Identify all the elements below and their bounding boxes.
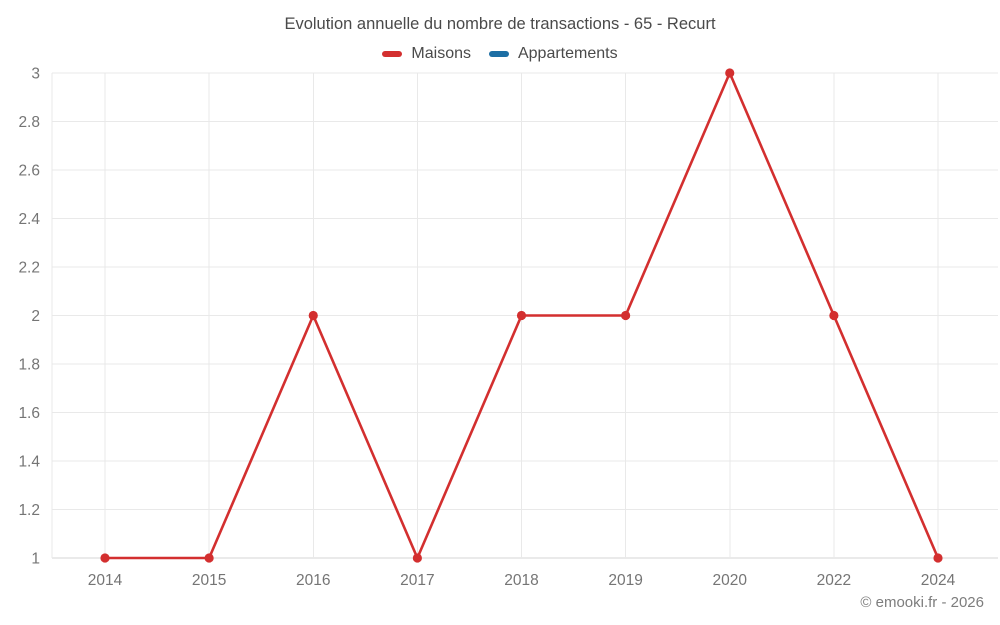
legend-label-appartements: Appartements: [517, 45, 618, 62]
data-point-maisons[interactable]: [308, 310, 318, 321]
legend-item-appartements[interactable]: Appartements: [488, 45, 618, 63]
y-tick-label: 2.8: [18, 114, 40, 131]
chart-title: Evolution annuelle du nombre de transact…: [284, 15, 716, 33]
x-tick-label: 2020: [713, 572, 748, 589]
x-tick-label: 2017: [400, 572, 434, 589]
data-point-maisons[interactable]: [829, 310, 839, 321]
data-point-maisons[interactable]: [725, 68, 735, 78]
data-point-maisons[interactable]: [204, 553, 214, 563]
legend: Maisons Appartements: [0, 45, 1000, 63]
x-tick-label: 2024: [921, 572, 956, 589]
data-point-maisons[interactable]: [621, 310, 631, 321]
y-tick-label: 3: [31, 66, 40, 83]
x-tick-label: 2019: [608, 572, 642, 589]
y-tick-label: 2.4: [18, 211, 40, 228]
footer-credit: © emooki.fr - 2026: [860, 594, 984, 611]
y-tick-label: 1.6: [18, 405, 40, 422]
data-point-maisons[interactable]: [412, 553, 422, 563]
legend-label-maisons: Maisons: [411, 45, 471, 62]
legend-item-maisons[interactable]: Maisons: [382, 45, 471, 63]
x-tick-label: 2014: [88, 572, 123, 589]
x-tick-label: 2022: [817, 572, 851, 589]
y-tick-label: 2.6: [18, 163, 40, 180]
y-tick-label: 2.2: [18, 260, 40, 277]
x-tick-label: 2015: [192, 572, 226, 589]
data-point-maisons[interactable]: [516, 310, 527, 321]
x-tick-label: 2016: [296, 572, 330, 589]
legend-swatch-maisons: [382, 51, 403, 57]
y-tick-label: 2: [31, 308, 40, 325]
legend-swatch-appartements: [488, 51, 509, 57]
y-tick-label: 1: [31, 551, 40, 568]
data-point-maisons[interactable]: [100, 553, 110, 563]
x-tick-label: 2018: [504, 572, 538, 589]
y-tick-label: 1.4: [18, 454, 40, 471]
y-tick-label: 1.8: [18, 357, 40, 374]
data-point-maisons[interactable]: [933, 553, 943, 563]
y-tick-label: 1.2: [18, 502, 40, 519]
